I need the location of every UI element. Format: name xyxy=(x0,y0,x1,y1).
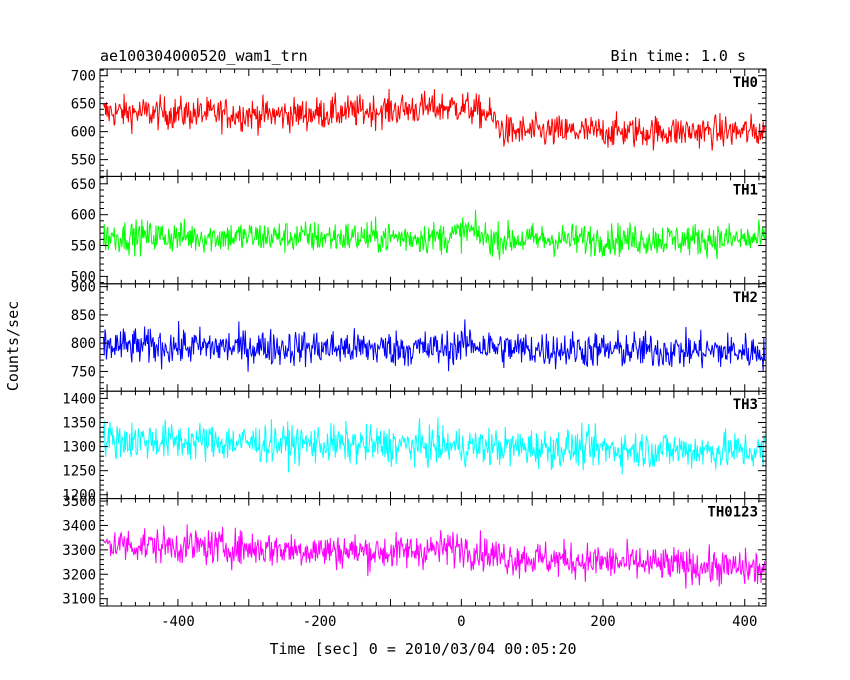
series-th2 xyxy=(103,319,766,372)
series-th3 xyxy=(103,417,766,475)
y-tick-label: 850 xyxy=(71,308,96,324)
series-th0123 xyxy=(103,524,766,589)
panel-th2: 750 800 850 900 TH2 xyxy=(71,280,767,392)
y-tick-label: 3200 xyxy=(62,567,96,583)
panel-label-th1: TH1 xyxy=(733,182,758,198)
y-axis-label: Counts/sec xyxy=(4,301,22,391)
x-tick-label: 400 xyxy=(732,614,757,630)
y-tick-label: 3500 xyxy=(62,494,96,510)
y-tick-label: 800 xyxy=(71,336,96,352)
series-th1 xyxy=(103,209,766,260)
panel-label-th0: TH0 xyxy=(733,75,758,91)
y-tick-label: 3100 xyxy=(62,592,96,608)
y-tick-label: 1400 xyxy=(62,391,96,407)
panel-label-th2: TH2 xyxy=(733,290,758,306)
x-tick-label: -400 xyxy=(161,614,195,630)
y-tick-label: 1300 xyxy=(62,440,96,456)
x-axis: -400 -200 0 200 400 xyxy=(161,614,757,630)
y-tick-label: 650 xyxy=(71,97,96,113)
y-tick-label: 550 xyxy=(71,239,96,255)
y-tick-label: 600 xyxy=(71,125,96,141)
y-tick-label: 900 xyxy=(71,280,96,296)
y-tick-label: 3400 xyxy=(62,518,96,534)
y-tick-label: 1200 xyxy=(62,488,96,504)
y-tick-label: 750 xyxy=(71,364,96,380)
panel-th1: 500 550 600 650 TH1 xyxy=(71,175,767,285)
x-tick-label: -200 xyxy=(303,614,337,630)
bin-time-label: Bin time: 1.0 s xyxy=(611,47,746,65)
panel-th3: 1200 1250 1300 1350 1400 TH3 xyxy=(62,390,767,504)
x-tick-label: 0 xyxy=(457,614,465,630)
panel-th0: 550 600 650 700 TH0 xyxy=(71,68,767,177)
panel-stack: 550 600 650 700 TH0 500 550 600 650 TH1 750 800 850 9… xyxy=(62,68,767,608)
y-tick-label: 650 xyxy=(71,177,96,193)
panel-th0123: 3100 3200 3300 3400 3500 TH0123 xyxy=(62,494,767,608)
series-th0 xyxy=(103,88,766,151)
x-tick-label: 200 xyxy=(590,614,615,630)
chart-title: ae100304000520_wam1_trn xyxy=(100,47,308,65)
x-axis-label: Time [sec] 0 = 2010/03/04 00:05:20 xyxy=(269,640,576,658)
y-tick-label: 1350 xyxy=(62,416,96,432)
y-tick-label: 700 xyxy=(71,69,96,85)
y-tick-label: 600 xyxy=(71,208,96,224)
y-tick-label: 1250 xyxy=(62,464,96,480)
panel-label-th3: TH3 xyxy=(733,397,758,413)
panel-frame xyxy=(99,68,767,177)
y-tick-label: 500 xyxy=(71,269,96,285)
panel-label-th0123: TH0123 xyxy=(707,505,758,521)
y-tick-label: 3300 xyxy=(62,543,96,559)
y-tick-label: 550 xyxy=(71,153,96,169)
